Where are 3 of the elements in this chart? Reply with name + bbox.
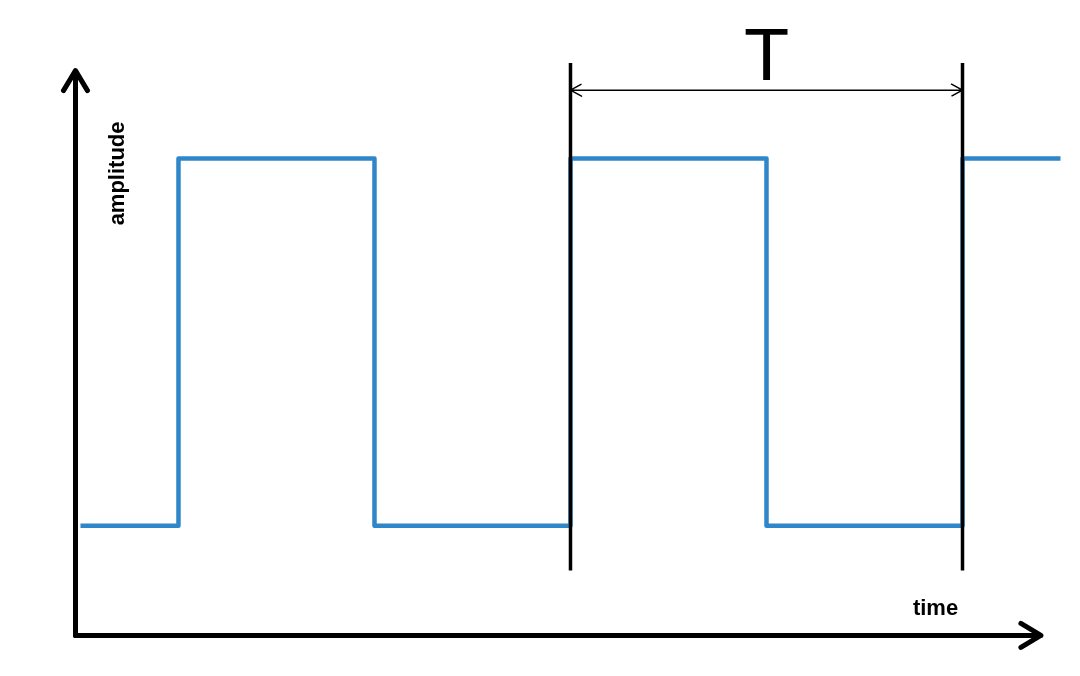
x-axis-title: time xyxy=(912,594,959,620)
y-axis-title: amplitude xyxy=(103,121,129,226)
text: T xyxy=(743,12,790,96)
